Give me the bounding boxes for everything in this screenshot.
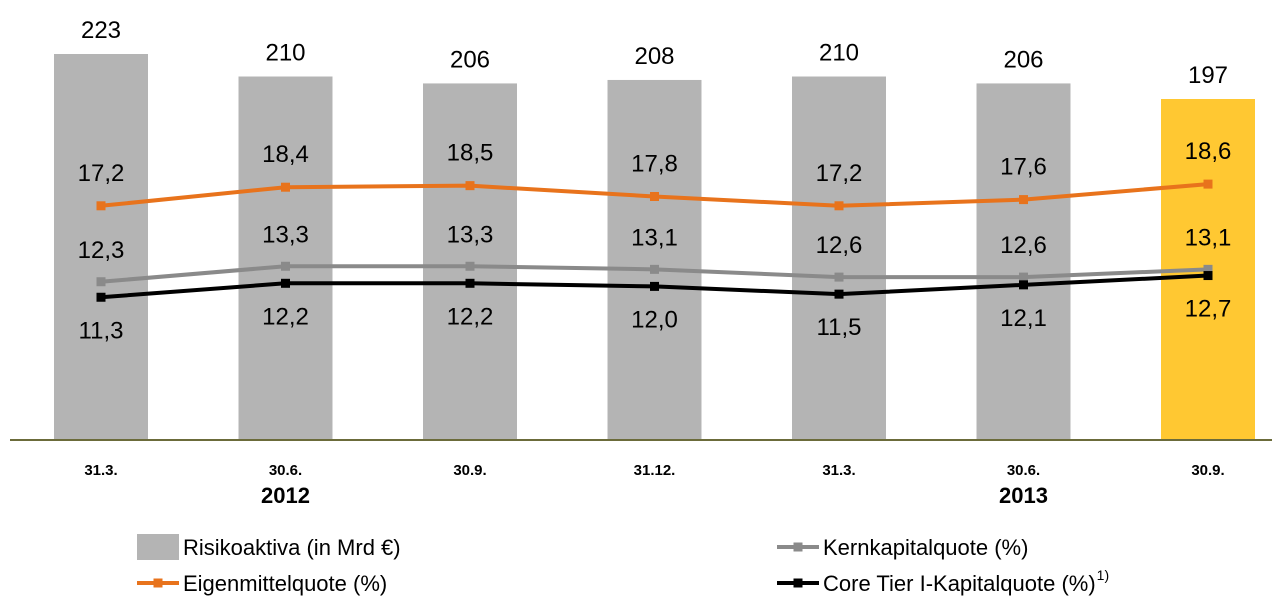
line-value-label: 17,6: [1000, 154, 1047, 181]
line-value-label: 12,1: [1000, 305, 1047, 332]
legend-swatch-marker: [793, 578, 803, 588]
bar-value-label: 210: [265, 40, 305, 67]
line-point: [281, 261, 290, 271]
line-value-label: 11,5: [817, 314, 862, 341]
x-tick-label: 30.6.: [269, 462, 302, 479]
line-point: [465, 278, 475, 288]
line-value-label: 13,1: [1185, 224, 1232, 251]
line-point: [1019, 195, 1028, 205]
line-point: [281, 182, 290, 192]
bar-group: [54, 54, 1255, 441]
line-value-label: 17,8: [631, 151, 678, 178]
line-value-label: 12,7: [1185, 296, 1232, 323]
bar: [607, 79, 702, 441]
legend-item: Kernkapitalquote (%): [777, 535, 1028, 560]
line-value-label: 17,2: [78, 160, 125, 187]
line-point: [834, 272, 844, 282]
line-point: [96, 277, 106, 287]
legend-footnote-marker: 1): [1097, 567, 1109, 583]
bar: [976, 83, 1071, 440]
line-value-label: 13,3: [262, 221, 309, 248]
bar: [238, 76, 333, 440]
line-point: [834, 201, 844, 211]
line-value-label: 18,5: [447, 140, 494, 167]
bar: [792, 76, 886, 440]
x-tick-group: 31.3. 30.6. 30.9. 31.12. 31.3. 30.6. 30.9.: [84, 462, 1224, 479]
x-tick-label: 31.3.: [822, 462, 855, 479]
line-point: [96, 292, 106, 302]
data-label-group: 223 210 206 208 210 206 197 17,2 18,4 18,5 17,8 17,…: [78, 17, 1232, 344]
line-point: [1019, 272, 1028, 282]
legend: Risikoaktiva (in Mrd €) Eigenmittelquote …: [137, 534, 1109, 596]
legend-item: Core Tier I-Kapitalquote (%) 1): [777, 567, 1109, 596]
line-point: [465, 261, 475, 271]
x-tick-label: 31.12.: [634, 462, 676, 479]
line-value-label: 18,6: [1185, 138, 1232, 165]
bar-value-label: 197: [1188, 62, 1228, 89]
line-point: [281, 278, 290, 288]
line-group: [96, 179, 1213, 302]
line-value-label: 17,2: [816, 160, 863, 187]
legend-swatch-marker: [793, 542, 803, 552]
x-tick-label: 30.6.: [1007, 462, 1040, 479]
legend-label: Core Tier I-Kapitalquote (%): [823, 571, 1096, 596]
line-value-label: 12,6: [1000, 232, 1047, 259]
line-value-label: 12,3: [78, 237, 125, 264]
line-value-label: 12,6: [816, 232, 863, 259]
bar-value-label: 210: [819, 40, 859, 67]
year-label-group: 2012 2013: [261, 483, 1048, 508]
line-value-label: 18,4: [262, 141, 309, 168]
legend-swatch-marker: [153, 578, 163, 588]
line-point: [650, 192, 659, 201]
line-point: [834, 289, 844, 299]
year-label: 2012: [261, 483, 310, 508]
line-value-label: 13,1: [631, 224, 678, 251]
line-point: [650, 264, 659, 274]
legend-swatch-bar: [137, 534, 179, 560]
x-tick-label: 30.9.: [1191, 462, 1224, 479]
legend-label: Eigenmittelquote (%): [183, 571, 387, 596]
legend-item: Eigenmittelquote (%): [137, 571, 387, 596]
legend-label: Risikoaktiva (in Mrd €): [183, 535, 401, 560]
line-point: [96, 201, 106, 211]
line-value-label: 13,3: [447, 221, 494, 248]
bar-value-label: 223: [81, 17, 121, 44]
year-label: 2013: [999, 483, 1048, 508]
bar-value-label: 208: [634, 43, 674, 70]
line-point: [1203, 264, 1213, 274]
bar: [54, 54, 148, 440]
line-value-label: 12,2: [262, 303, 309, 330]
line-point: [465, 181, 475, 191]
bar-value-label: 206: [450, 46, 490, 73]
bar-value-label: 206: [1003, 46, 1043, 73]
line-point: [1203, 179, 1213, 189]
bar: [423, 83, 517, 440]
line-value-label: 12,2: [447, 303, 494, 330]
line-point: [1019, 280, 1028, 290]
line-point: [1203, 271, 1213, 281]
line-point: [650, 281, 659, 291]
x-tick-label: 31.3.: [84, 462, 117, 479]
x-tick-label: 30.9.: [453, 462, 486, 479]
line-value-label: 12,0: [631, 306, 678, 333]
legend-item: Risikoaktiva (in Mrd €): [137, 534, 401, 560]
line-value-label: 11,3: [79, 317, 124, 344]
legend-label: Kernkapitalquote (%): [823, 535, 1028, 560]
